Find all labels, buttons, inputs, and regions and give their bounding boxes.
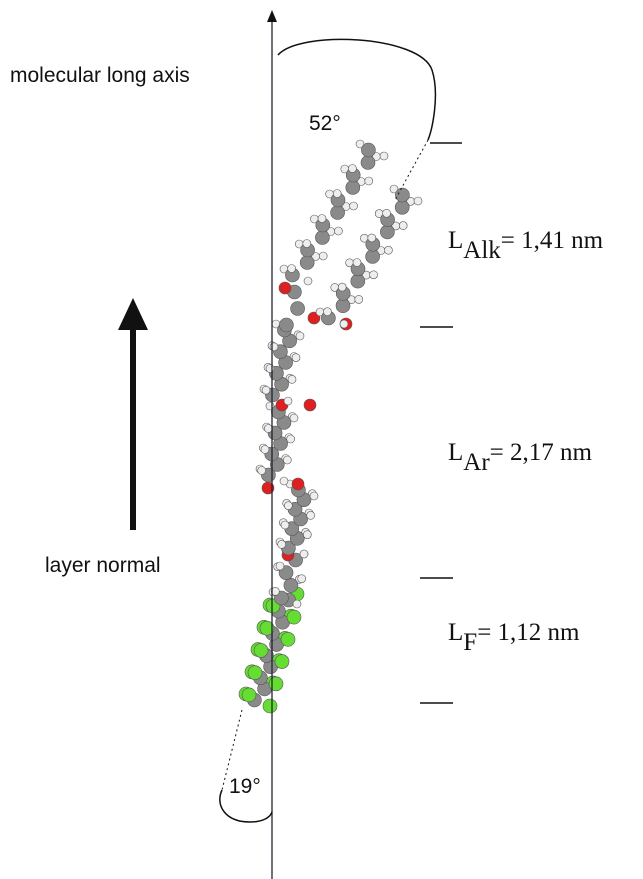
atom xyxy=(382,209,391,218)
atom xyxy=(339,319,349,329)
atom xyxy=(330,205,345,220)
atom xyxy=(247,665,263,680)
atom xyxy=(317,214,327,223)
length-label: LAlk= 1,41 nm xyxy=(448,227,604,264)
molecule xyxy=(238,139,423,714)
atom xyxy=(303,398,317,412)
atom xyxy=(323,307,332,317)
atom xyxy=(335,298,351,314)
atom xyxy=(291,353,301,362)
atom xyxy=(289,413,299,423)
atom xyxy=(352,258,362,267)
atom xyxy=(271,587,280,596)
atom xyxy=(306,511,315,520)
atom xyxy=(355,139,365,149)
atom xyxy=(283,578,299,593)
axis-label: molecular long axis xyxy=(10,64,190,87)
atom xyxy=(274,654,290,669)
atom xyxy=(302,239,312,248)
atom xyxy=(279,317,294,333)
atom xyxy=(278,281,292,295)
atom xyxy=(364,176,374,186)
atom xyxy=(309,491,319,501)
atom xyxy=(265,364,275,373)
axis-arrowhead xyxy=(267,10,277,22)
angle-label: 52° xyxy=(309,112,341,135)
atom xyxy=(268,676,284,692)
atom xyxy=(279,476,289,486)
atom xyxy=(303,530,312,539)
atom xyxy=(262,698,278,714)
atom xyxy=(299,549,309,559)
atom xyxy=(297,574,306,583)
atom xyxy=(354,295,364,304)
atom xyxy=(348,164,357,173)
atom xyxy=(283,396,293,406)
atom xyxy=(303,276,313,286)
atom xyxy=(332,189,342,198)
length-label: LAr= 2,17 nm xyxy=(448,439,593,476)
atom xyxy=(287,375,297,384)
atom xyxy=(360,155,376,170)
atom xyxy=(367,233,377,243)
atom xyxy=(318,251,328,261)
atom xyxy=(275,561,285,571)
atom xyxy=(286,434,295,444)
angle-arc-top xyxy=(277,38,437,141)
atom xyxy=(299,255,315,270)
atom xyxy=(291,477,305,491)
angle-guide-bottom xyxy=(221,709,243,791)
atom xyxy=(257,466,266,475)
atom xyxy=(261,385,271,395)
atom xyxy=(365,249,380,264)
atom xyxy=(241,687,257,703)
atom xyxy=(284,501,293,510)
atom xyxy=(259,620,275,636)
atom xyxy=(269,342,279,352)
atom xyxy=(350,273,366,289)
atom xyxy=(379,151,389,161)
layer-normal-arrowhead xyxy=(118,298,148,330)
atom xyxy=(413,196,423,206)
length-label: LF= 1,12 nm xyxy=(448,619,580,656)
atom xyxy=(337,282,347,292)
atom xyxy=(384,245,393,255)
atom xyxy=(277,540,286,549)
atom xyxy=(315,230,330,245)
atom xyxy=(264,424,273,433)
atom xyxy=(280,520,290,530)
atom xyxy=(292,599,302,609)
atom xyxy=(295,331,305,341)
angle-arc-bottom xyxy=(219,789,273,823)
atom xyxy=(253,643,269,658)
atom xyxy=(395,187,410,203)
atom xyxy=(394,200,410,215)
atom xyxy=(286,609,302,625)
angle-label: 19° xyxy=(229,775,261,798)
atom xyxy=(290,301,305,316)
atom xyxy=(334,226,343,236)
atom xyxy=(380,224,395,240)
layer-label: layer normal xyxy=(45,554,161,577)
atom xyxy=(389,184,399,194)
atom xyxy=(287,264,296,273)
atom xyxy=(280,632,296,647)
atom xyxy=(398,221,408,230)
atom xyxy=(345,180,361,195)
atom xyxy=(369,270,378,280)
atom xyxy=(361,142,376,158)
atom xyxy=(283,455,292,465)
atom xyxy=(349,201,358,211)
atom xyxy=(260,445,270,454)
angle-guide-top xyxy=(394,139,429,201)
